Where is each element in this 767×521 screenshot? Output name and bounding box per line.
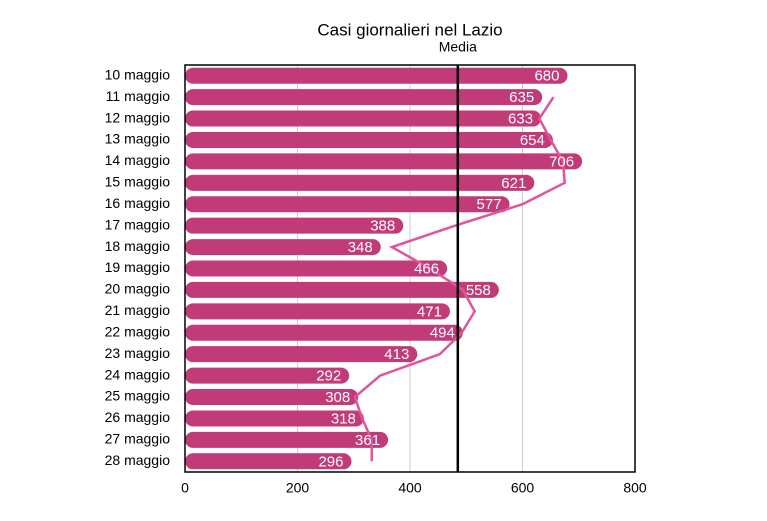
value-label: 466 [414,260,439,277]
y-tick-label: 26 maggio [105,409,171,425]
y-tick-label: 16 maggio [105,195,171,211]
value-label: 680 [534,68,559,85]
y-tick-label: 23 maggio [105,345,171,361]
x-tick-label: 400 [398,480,422,496]
bar [185,431,389,448]
y-tick-label: 20 maggio [105,281,171,297]
bar [185,324,463,341]
bar [185,410,364,427]
bar [185,153,583,170]
bar [185,239,381,256]
x-tick-label: 600 [511,480,535,496]
value-label: 471 [417,303,442,320]
value-label: 292 [316,368,341,385]
bar [185,67,568,84]
bar [185,346,418,363]
value-label: 348 [348,239,373,256]
y-tick-label: 18 maggio [105,238,171,254]
value-label: 558 [466,282,491,299]
bar [185,281,499,298]
y-tick-label: 24 maggio [105,366,171,382]
y-tick-label: 22 maggio [105,323,171,339]
value-label: 635 [509,89,534,106]
mean-label: Media [439,39,477,55]
value-label: 318 [331,410,356,427]
value-label: 654 [520,132,545,149]
bar [185,89,543,106]
value-label: 633 [508,111,533,128]
bar [185,174,535,191]
y-tick-label: 17 maggio [105,216,171,232]
value-label: 621 [501,175,526,192]
y-tick-label: 25 maggio [105,388,171,404]
x-tick-label: 800 [623,480,647,496]
y-tick-label: 10 maggio [105,66,171,82]
value-label: 296 [318,453,343,470]
x-tick-label: 200 [286,480,310,496]
y-tick-label: 14 maggio [105,152,171,168]
y-tick-label: 11 maggio [106,88,171,104]
bar [185,217,404,234]
value-label: 361 [355,432,380,449]
y-tick-label: 28 maggio [105,452,171,468]
bar [185,303,450,320]
value-label: 413 [384,346,409,363]
y-tick-label: 19 maggio [105,259,171,275]
bar [185,131,553,148]
y-tick-label: 21 maggio [105,302,171,318]
y-tick-label: 12 maggio [105,109,171,125]
bar [185,110,542,127]
bar [185,260,448,277]
value-label: 494 [430,325,455,342]
value-label: 308 [325,389,350,406]
plot-frame [184,64,636,473]
value-label: 706 [549,153,574,170]
y-tick-label: 13 maggio [105,131,171,147]
x-tick-label: 0 [181,480,189,496]
bar [185,453,352,470]
trend-line [353,96,566,462]
bar [185,367,350,384]
bar [185,389,359,406]
chart-title: Casi giornalieri nel Lazio [317,20,502,39]
value-label: 388 [370,218,395,235]
bar [185,196,510,213]
value-label: 577 [477,196,502,213]
y-tick-label: 15 maggio [105,174,171,190]
y-tick-label: 27 maggio [105,431,171,447]
